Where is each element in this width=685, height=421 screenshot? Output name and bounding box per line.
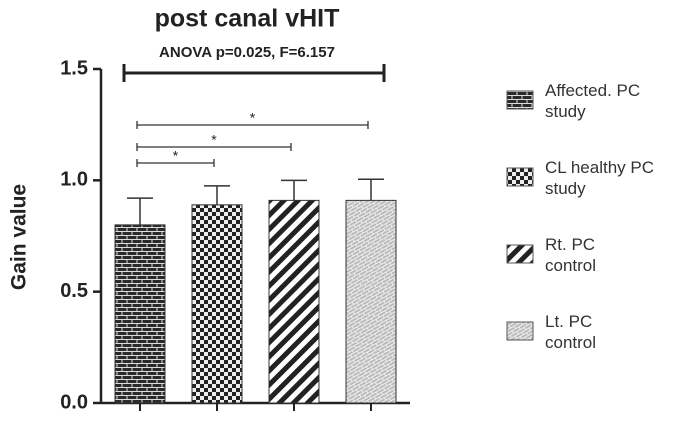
y-tick-label: 1.0	[60, 169, 88, 191]
bar	[114, 224, 166, 404]
significance-label: *	[250, 110, 256, 126]
significance-label: *	[173, 148, 179, 164]
legend-swatch	[506, 244, 534, 264]
legend-swatch	[506, 321, 534, 341]
legend-label: Rt. PC control	[545, 235, 597, 275]
anova-label: ANOVA p=0.025, F=6.157	[159, 44, 335, 61]
legend-label: Affected. PC study	[545, 81, 641, 121]
y-axis-title: Gain value	[8, 184, 31, 290]
y-tick-label: 1.5	[60, 57, 88, 79]
y-tick-label: 0.0	[60, 391, 88, 413]
bar	[268, 199, 320, 404]
bar	[191, 204, 243, 404]
bar	[345, 199, 397, 404]
chart-title: post canal vHIT	[155, 5, 340, 33]
legend-label: Lt. PC control	[545, 312, 597, 352]
legend-swatch	[506, 90, 534, 110]
legend-swatch	[506, 167, 534, 187]
significance-label: *	[211, 132, 217, 148]
legend-label: CL healthy PC study	[545, 158, 654, 198]
y-tick-label: 0.5	[60, 280, 88, 302]
